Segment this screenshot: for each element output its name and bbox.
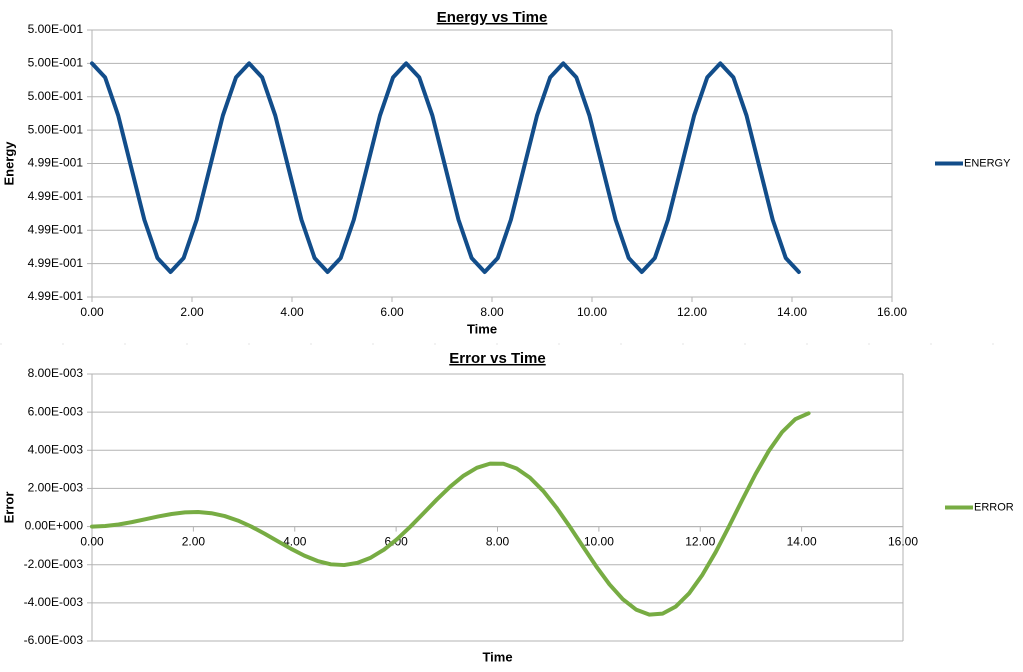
x-tick-label: 2.00 bbox=[180, 305, 204, 319]
x-tick-label: 4.00 bbox=[280, 305, 304, 319]
y-tick-label: -2.00E-003 bbox=[24, 557, 84, 571]
x-tick-label: 2.00 bbox=[182, 535, 206, 549]
x-tick-label: 0.00 bbox=[80, 305, 104, 319]
data-line bbox=[90, 411, 811, 617]
x-tick-label: 16.00 bbox=[888, 535, 918, 549]
x-tick-label: 14.00 bbox=[777, 305, 807, 319]
y-tick-label: 8.00E-003 bbox=[28, 366, 84, 380]
legend-label: ENERGY bbox=[964, 157, 1011, 169]
y-tick-label: 2.00E-003 bbox=[28, 481, 84, 495]
y-axis-title: Energy bbox=[1, 141, 16, 186]
y-tick-label: -6.00E-003 bbox=[24, 633, 84, 647]
y-tick-label: 4.00E-003 bbox=[28, 442, 84, 456]
y-tick-label: 5.00E-001 bbox=[28, 56, 84, 70]
y-tick-label: 5.00E-001 bbox=[28, 22, 84, 36]
x-tick-label: 8.00 bbox=[480, 305, 504, 319]
x-tick-label: 12.00 bbox=[677, 305, 707, 319]
x-tick-label: 4.00 bbox=[283, 535, 307, 549]
y-tick-label: 4.99E-001 bbox=[28, 222, 84, 236]
x-tick-label: 0.00 bbox=[80, 535, 104, 549]
y-tick-label: 5.00E-001 bbox=[28, 89, 84, 103]
y-tick-label: -4.00E-003 bbox=[24, 595, 84, 609]
x-axis-title: Time bbox=[467, 321, 497, 336]
chart-title: Energy vs Time bbox=[437, 9, 548, 26]
y-tick-label: 6.00E-003 bbox=[28, 404, 84, 418]
y-tick-label: 4.99E-001 bbox=[28, 256, 84, 270]
x-tick-label: 12.00 bbox=[685, 535, 715, 549]
y-tick-label: 5.00E-001 bbox=[28, 122, 84, 136]
x-tick-label: 10.00 bbox=[584, 535, 614, 549]
y-axis-title: Error bbox=[1, 492, 16, 524]
x-tick-label: 14.00 bbox=[787, 535, 817, 549]
x-tick-label: 16.00 bbox=[877, 305, 907, 319]
y-tick-label: 4.99E-001 bbox=[28, 289, 84, 303]
y-tick-label: 4.99E-001 bbox=[28, 156, 84, 170]
x-tick-label: 6.00 bbox=[380, 305, 404, 319]
x-axis-title: Time bbox=[482, 649, 512, 664]
y-tick-label: 0.00E+000 bbox=[25, 519, 84, 533]
legend-label: ERROR bbox=[974, 501, 1014, 513]
y-tick-label: 4.99E-001 bbox=[28, 189, 84, 203]
x-tick-label: 10.00 bbox=[577, 305, 607, 319]
data-line bbox=[90, 61, 801, 274]
chart-title: Error vs Time bbox=[449, 350, 545, 367]
x-tick-label: 8.00 bbox=[486, 535, 510, 549]
